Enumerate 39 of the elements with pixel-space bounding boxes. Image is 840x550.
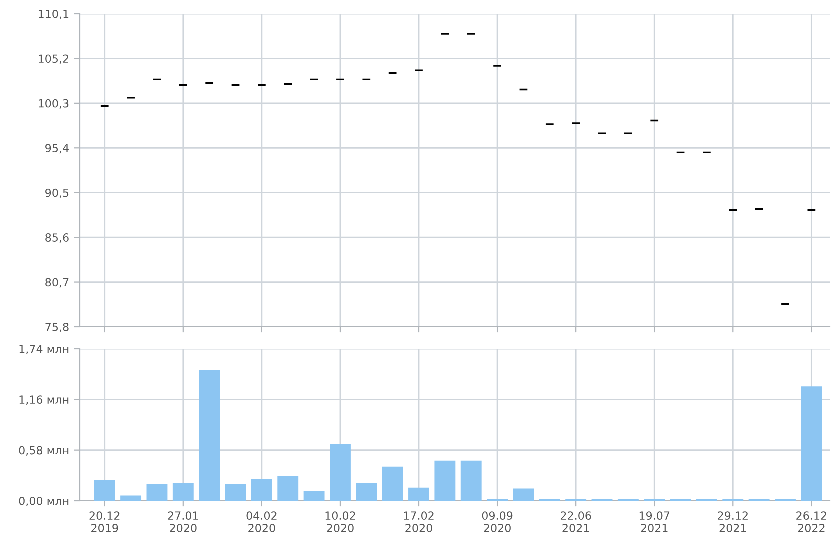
bar <box>408 488 430 501</box>
x-tick-label: 29.12 2021 <box>718 512 748 532</box>
bar <box>513 488 534 501</box>
bar <box>120 496 142 501</box>
bar <box>146 484 168 501</box>
x-tick-label: 09.09 2020 <box>482 512 513 532</box>
y-tick-label: 85,6 <box>46 234 69 244</box>
x-tick-label: 17.02 2020 <box>404 512 434 532</box>
bar <box>382 466 404 501</box>
bar <box>94 480 116 501</box>
bar <box>304 491 325 501</box>
y-tick-label: 90,5 <box>46 188 69 198</box>
bar <box>330 444 351 501</box>
y-tick-label: 105,2 <box>38 54 68 64</box>
x-tick-label: 27.01 2020 <box>168 512 198 532</box>
y-tick-label: 0,00 млн <box>19 496 69 507</box>
x-tick-label: 20.12 2019 <box>90 512 120 532</box>
bar <box>801 386 822 501</box>
bar <box>278 476 299 501</box>
x-tick-label: 04.02 2020 <box>246 512 277 532</box>
bar <box>199 370 220 501</box>
bar <box>251 479 272 501</box>
bar <box>434 460 456 501</box>
bar <box>356 484 378 501</box>
bar <box>460 460 482 501</box>
x-tick-label: 10.02 2020 <box>326 512 356 532</box>
y-tick-label: 1,16 млн <box>20 396 69 406</box>
y-tick-label: 1,74 млн <box>20 345 69 355</box>
bar <box>225 484 246 501</box>
y-tick-label: 80,7 <box>46 278 69 288</box>
y-tick-label: 100,3 <box>38 99 69 109</box>
x-tick-label: 22.06 2021 <box>560 512 592 532</box>
y-tick-label: 95,4 <box>46 144 69 154</box>
bar <box>172 484 194 501</box>
y-tick-label: 75,8 <box>46 322 69 333</box>
x-tick-label: 26.12 2022 <box>796 512 826 532</box>
y-tick-label: 0,58 млн <box>19 446 69 456</box>
x-tick-label: 19.07 2021 <box>640 512 670 532</box>
y-tick-label: 110,1 <box>38 10 69 20</box>
